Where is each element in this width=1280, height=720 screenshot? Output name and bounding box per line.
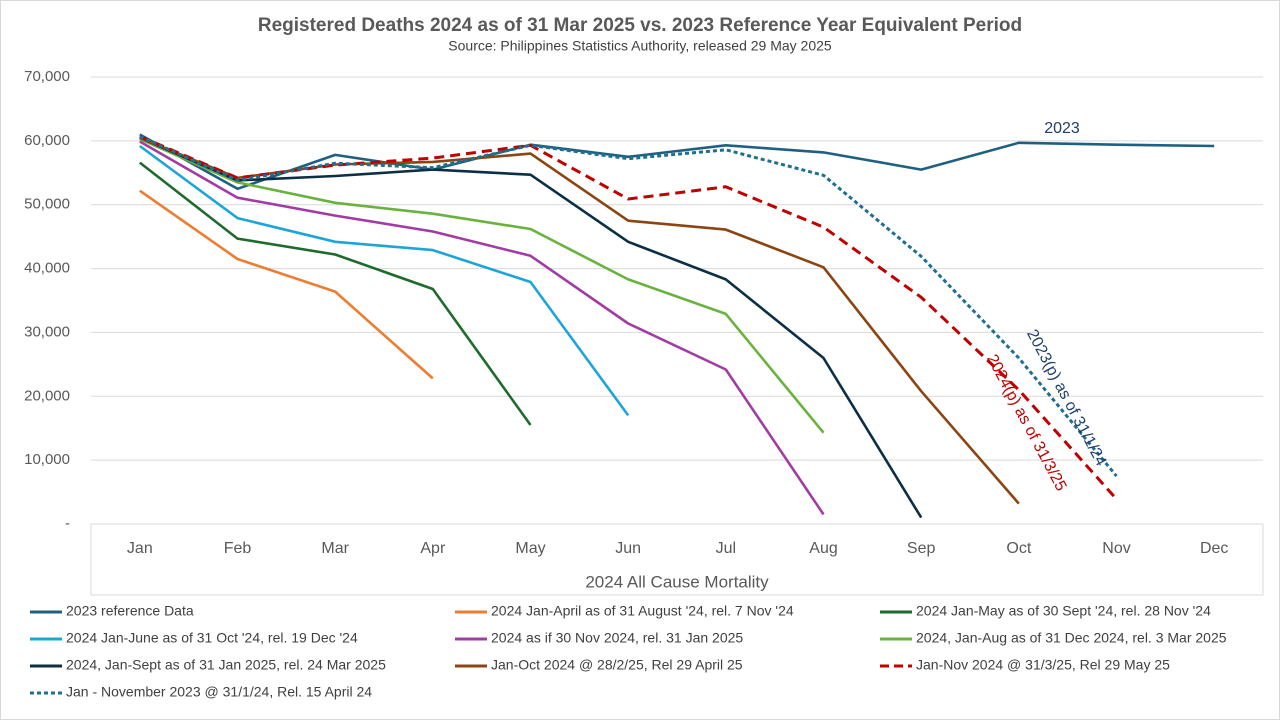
x-tick-label: Jan (127, 540, 153, 557)
legend-label: 2024, Jan-Sept as of 31 Jan 2025, rel. 2… (66, 657, 386, 673)
series-line (139, 135, 1118, 478)
x-tick-label: Mar (321, 540, 349, 557)
y-tick-label: 60,000 (24, 132, 70, 149)
legend-label: Jan-Oct 2024 @ 28/2/25, Rel 29 April 25 (491, 657, 743, 673)
series-line (139, 133, 1215, 191)
x-tick-label: Jul (716, 540, 736, 557)
y-tick-label: 50,000 (24, 196, 70, 213)
legend-label: Jan - November 2023 @ 31/1/24, Rel. 15 A… (66, 684, 372, 700)
y-tick-label: 10,000 (24, 451, 70, 468)
series-line (139, 161, 532, 426)
y-tick-label: 20,000 (24, 387, 70, 404)
y-tick-label: 30,000 (24, 323, 70, 340)
x-tick-label: Feb (224, 540, 252, 557)
legend-label: 2024 Jan-June as of 31 Oct '24, rel. 19 … (66, 630, 358, 646)
x-tick-label: Sep (907, 540, 936, 557)
chart-subtitle: Source: Philippines Statistics Authority… (448, 38, 832, 54)
chart-title: Registered Deaths 2024 as of 31 Mar 2025… (258, 15, 1022, 36)
x-tick-label: Apr (420, 540, 446, 557)
x-tick-label: Jun (615, 540, 641, 557)
x-axis-title: 2024 All Cause Mortality (585, 572, 769, 591)
legend-label: Jan-Nov 2024 @ 31/3/25, Rel 29 May 25 (916, 657, 1170, 673)
x-tick-label: Aug (809, 540, 837, 557)
y-tick-label: - (65, 515, 70, 532)
series-line (139, 189, 434, 380)
series-line (139, 140, 825, 516)
legend-label: 2024, Jan-Aug as of 31 Dec 2024, rel. 3 … (916, 630, 1227, 646)
legend-label: 2024 Jan-April as of 31 August '24, rel.… (491, 603, 794, 619)
series-line (139, 136, 923, 519)
x-tick-label: Oct (1006, 540, 1031, 557)
y-tick-label: 70,000 (24, 68, 70, 85)
legend-label: 2023 reference Data (66, 603, 194, 619)
legend-label: 2024 Jan-May as of 30 Sept '24, rel. 28 … (916, 603, 1211, 619)
series-line (139, 144, 630, 417)
annotation: 2023 (1044, 120, 1080, 137)
x-tick-label: Dec (1200, 540, 1228, 557)
x-tick-label: May (515, 540, 545, 557)
legend-label: 2024 as if 30 Nov 2024, rel. 31 Jan 2025 (491, 630, 743, 646)
x-tick-label: Nov (1102, 540, 1130, 557)
series-line (139, 135, 1118, 501)
y-tick-label: 40,000 (24, 260, 70, 277)
series-line (139, 137, 825, 434)
